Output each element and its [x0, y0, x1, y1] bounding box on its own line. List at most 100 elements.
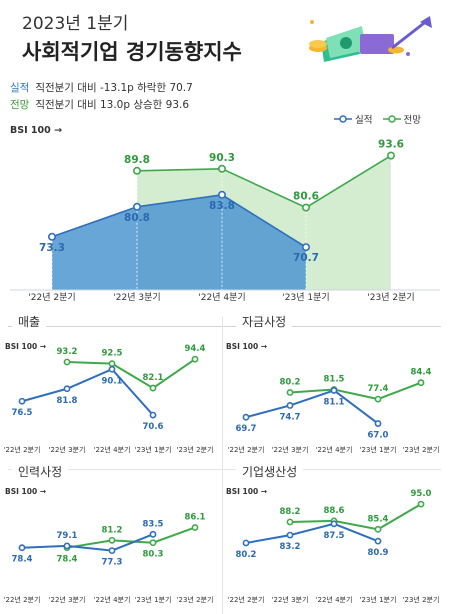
x-tick-label: '22년 3분기 — [272, 595, 309, 604]
x-tick-label: '22년 3분기 — [113, 292, 160, 303]
actual-point — [108, 365, 116, 373]
legend-actual-label: 실적 — [355, 115, 373, 126]
x-tick-label: '22년 2분기 — [28, 292, 75, 303]
x-tick-label: '23년 2분기 — [403, 595, 440, 604]
bsi-100-label: BSI 100 → — [226, 487, 267, 496]
forecast-point — [133, 166, 142, 175]
forecast-series-line — [289, 503, 422, 531]
actual-value-label: 80.8 — [124, 212, 150, 224]
forecast-value-label: 89.8 — [124, 154, 150, 166]
x-tick-label: '23년 1분기 — [282, 292, 329, 303]
summary-forecast: 전망 직전분기 대비 13.0p 상승한 93.6 — [10, 97, 189, 112]
forecast-value-label: 81.2 — [102, 525, 123, 535]
actual-value-label: 76.5 — [12, 408, 33, 418]
actual-point — [149, 411, 157, 419]
forecast-series-line — [66, 526, 196, 549]
panel-title-productivity: 기업생산성 — [236, 463, 304, 480]
forecast-text: 직전분기 대비 13.0p 상승한 93.6 — [35, 99, 190, 111]
x-tick-label: '22년 4분기 — [316, 445, 353, 454]
actual-value-label: 79.1 — [57, 531, 78, 541]
actual-point — [301, 243, 310, 252]
forecast-value-label: 85.4 — [368, 514, 389, 524]
forecast-value-label: 86.1 — [185, 512, 206, 522]
forecast-point — [218, 164, 227, 173]
forecast-point — [149, 539, 157, 547]
x-tick-label: '23년 1분기 — [360, 595, 397, 604]
forecast-value-label: 80.3 — [143, 550, 164, 560]
actual-point — [286, 531, 294, 539]
bsi-100-label: BSI 100 → — [10, 125, 62, 136]
x-tick-label: '22년 2분기 — [4, 595, 41, 604]
forecast-point — [286, 518, 294, 526]
actual-value-label: 74.7 — [280, 412, 301, 422]
x-tick-label: '23년 1분기 — [135, 445, 172, 454]
forecast-point — [149, 384, 157, 392]
forecast-value-label: 92.5 — [102, 349, 123, 359]
forecast-value-label: 88.6 — [324, 506, 345, 516]
legend-forecast-marker-icon — [382, 115, 401, 123]
x-tick-label: '22년 4분기 — [198, 292, 245, 303]
row-divider — [8, 469, 441, 470]
actual-series-line — [21, 533, 154, 552]
actual-value-label: 67.0 — [368, 431, 389, 441]
forecast-value-label: 81.5 — [324, 374, 345, 384]
x-tick-label: '22년 2분기 — [228, 595, 265, 604]
legend-forecast: 전망 — [382, 112, 421, 126]
actual-series-line — [51, 193, 307, 248]
actual-value-label: 78.4 — [12, 555, 33, 565]
forecast-value-label: 93.6 — [378, 139, 404, 151]
forecast-value-label: 84.4 — [411, 368, 432, 378]
money-illustration-icon — [309, 16, 432, 62]
actual-point — [108, 547, 116, 554]
summary-actual: 실적 직전분기 대비 -13.1p 하락한 70.7 — [10, 80, 193, 95]
forecast-key: 전망 — [10, 99, 30, 111]
actual-value-label: 73.3 — [39, 242, 65, 254]
x-tick-label: '23년 2분기 — [367, 292, 414, 303]
x-tick-label: '23년 2분기 — [403, 445, 440, 454]
x-tick-label: '23년 2분기 — [177, 595, 214, 604]
forecast-value-label: 77.4 — [368, 384, 389, 394]
forecast-value-label: 80.2 — [280, 378, 301, 388]
chart-legend: 실적 전망 — [334, 112, 421, 126]
actual-series-line — [245, 522, 379, 544]
forecast-value-label: 93.2 — [57, 347, 78, 357]
x-tick-label: '22년 3분기 — [49, 445, 86, 454]
actual-text: 직전분기 대비 -13.1p 하락한 70.7 — [35, 82, 193, 94]
actual-area — [52, 194, 306, 290]
actual-point — [149, 530, 157, 538]
x-tick-label: '22년 2분기 — [4, 445, 41, 454]
x-tick-label: '22년 3분기 — [272, 445, 309, 454]
actual-value-label: 80.9 — [368, 548, 389, 558]
x-tick-label: '22년 2분기 — [228, 445, 265, 454]
panel-divider — [222, 316, 223, 614]
legend-actual-marker-icon — [334, 115, 353, 123]
forecast-point — [191, 355, 199, 363]
actual-point — [63, 385, 71, 393]
x-tick-label: '23년 1분기 — [135, 595, 172, 604]
forecast-point — [108, 360, 116, 368]
forecast-value-label: 78.4 — [57, 555, 78, 565]
forecast-point — [63, 358, 71, 366]
actual-value-label: 70.7 — [293, 252, 319, 264]
forecast-series-line — [136, 154, 392, 209]
actual-point — [133, 202, 142, 211]
actual-value-label: 83.2 — [280, 542, 301, 552]
legend-forecast-label: 전망 — [403, 115, 421, 126]
actual-point — [286, 402, 294, 409]
actual-series-line — [21, 368, 154, 416]
forecast-point — [417, 500, 425, 508]
page-title: 사회적기업 경기동향지수 — [22, 40, 242, 64]
forecast-value-label: 88.2 — [280, 507, 301, 517]
report-period: 2023년 1분기 — [22, 14, 129, 34]
forecast-point — [386, 151, 395, 160]
forecast-series-line — [66, 358, 196, 390]
x-tick-label: '23년 2분기 — [177, 445, 214, 454]
actual-point — [242, 413, 250, 421]
actual-value-label: 81.1 — [324, 397, 345, 407]
actual-point — [330, 387, 338, 394]
actual-value-label: 70.6 — [143, 422, 164, 432]
forecast-point — [191, 524, 199, 531]
bsi-100-label: BSI 100 → — [5, 487, 46, 496]
forecast-point — [374, 525, 382, 533]
